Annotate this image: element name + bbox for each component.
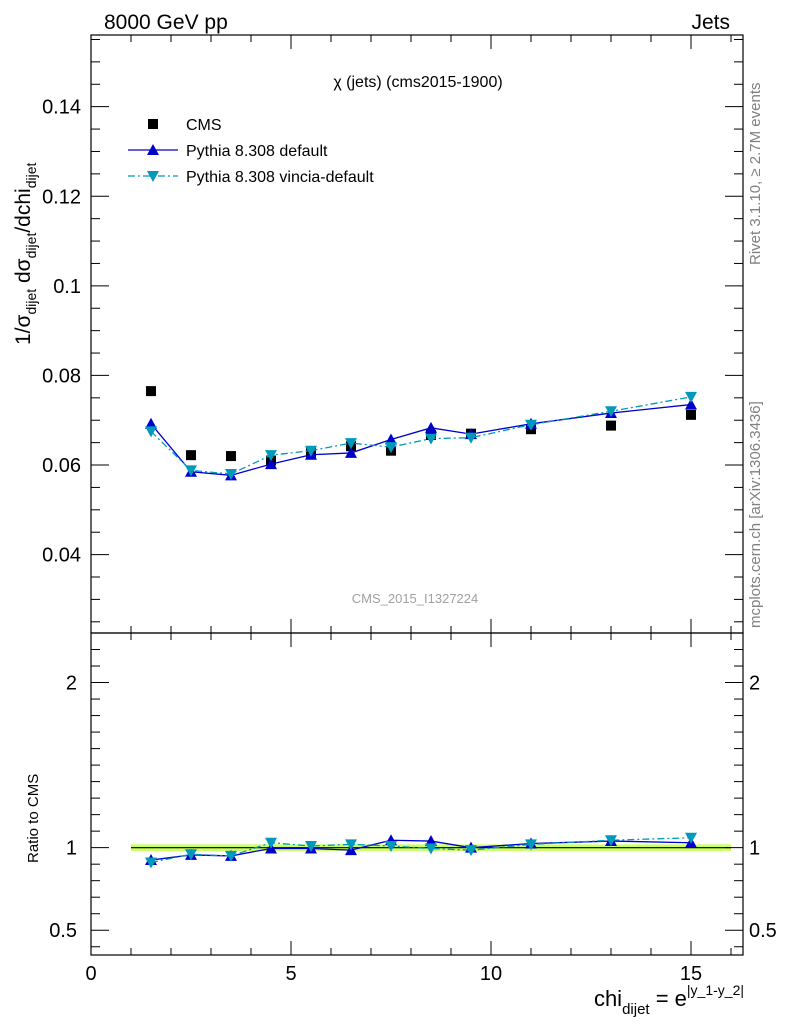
series-2-point bbox=[425, 433, 437, 445]
ratio-y-tick-label: 1 bbox=[66, 838, 77, 860]
ratio-y-tick-label-right: 2 bbox=[749, 673, 760, 695]
ratio-y-tick-label: 2 bbox=[66, 673, 77, 695]
watermark: CMS_2015_I1327224 bbox=[352, 591, 479, 606]
ratio-series-1-point bbox=[145, 857, 157, 869]
ratio-series-1-point bbox=[685, 832, 697, 844]
series-2-point bbox=[685, 391, 697, 403]
series-1-point bbox=[345, 446, 357, 458]
main-ylabel: 1/σdijet dσdijet/dchidijet bbox=[12, 163, 39, 345]
legend-label: CMS bbox=[186, 117, 222, 134]
legend-marker bbox=[147, 171, 159, 182]
x-tick-label: 0 bbox=[85, 963, 96, 985]
ratio-ylabel: Ratio to CMS bbox=[25, 774, 42, 863]
mcplots-label: mcplots.cern.ch [arXiv:1306.3436] bbox=[747, 401, 764, 628]
series-2-point bbox=[145, 426, 157, 438]
series-2-point bbox=[225, 468, 237, 480]
ratio-y-tick-label-right: 1 bbox=[749, 838, 760, 860]
series-2-point bbox=[465, 432, 477, 444]
process-label: Jets bbox=[691, 11, 730, 34]
series-2-point bbox=[345, 438, 357, 450]
main-y-tick-label: 0.1 bbox=[53, 276, 81, 298]
legend-label: Pythia 8.308 default bbox=[186, 143, 328, 160]
ratio-series-1-point bbox=[465, 845, 477, 857]
series-0-point bbox=[606, 420, 616, 431]
x-tick-label: 10 bbox=[480, 963, 502, 985]
ratio-y-tick-label: 0.5 bbox=[49, 920, 77, 942]
ratio-axis-ticks: 0 5 10 15 0.5 0.5 1 1 2 2 bbox=[49, 633, 777, 985]
legend-marker bbox=[147, 144, 159, 155]
series-0-point bbox=[226, 451, 236, 462]
ratio-series-1-point bbox=[605, 835, 617, 847]
main-axis-ticks: 0.04 0.06 0.08 0.1 0.12 0.14 bbox=[42, 35, 743, 633]
ratio-frame-rect bbox=[90, 632, 744, 956]
ratio-series-1-point bbox=[305, 841, 317, 853]
ratio-series-1-point bbox=[385, 841, 397, 853]
x-tick-label: 5 bbox=[285, 963, 296, 985]
legend: CMS Pythia 8.308 default Pythia 8.308 vinc… bbox=[128, 117, 374, 186]
series-2-point bbox=[185, 465, 197, 477]
legend-label: Pythia 8.308 vincia-default bbox=[186, 169, 374, 186]
series-1-point bbox=[425, 421, 437, 433]
legend-marker bbox=[148, 119, 158, 129]
ratio-series-group bbox=[145, 832, 697, 869]
series-0-point bbox=[686, 409, 696, 420]
main-y-tick-label: 0.08 bbox=[42, 365, 81, 387]
main-y-tick-label: 0.14 bbox=[42, 97, 81, 119]
ratio-series-0-point bbox=[425, 835, 437, 847]
series-1-point bbox=[385, 433, 397, 445]
series-2-point bbox=[265, 450, 277, 462]
series-2-line bbox=[150, 396, 692, 475]
main-series-group bbox=[145, 386, 697, 481]
energy-label: 8000 GeV pp bbox=[104, 11, 228, 34]
series-2-point bbox=[525, 419, 537, 431]
ratio-xlabel: chidijet = e|y_1-y_2| bbox=[594, 982, 744, 1018]
ratio-series-1-point bbox=[345, 839, 357, 851]
series-1-line bbox=[150, 403, 692, 476]
svg-text:chidijet = e|y_1-y_2|: chidijet = e|y_1-y_2| bbox=[594, 982, 744, 1018]
ratio-series-1-point bbox=[265, 837, 277, 849]
main-title: χ (jets) (cms2015-1900) bbox=[333, 74, 502, 91]
series-1-point bbox=[265, 458, 277, 470]
main-y-tick-label: 0.06 bbox=[42, 455, 81, 477]
series-2-point bbox=[305, 445, 317, 457]
series-1-point bbox=[685, 398, 697, 410]
series-2-point bbox=[605, 406, 617, 418]
ratio-series-1-point bbox=[225, 850, 237, 862]
main-y-tick-label: 0.04 bbox=[42, 545, 81, 567]
ratio-series-1-point bbox=[425, 843, 437, 855]
series-0-point bbox=[146, 386, 156, 397]
series-2-point bbox=[385, 442, 397, 454]
ratio-series-1-point bbox=[525, 839, 537, 851]
main-y-tick-label: 0.12 bbox=[42, 186, 81, 208]
ratio-series-1-line bbox=[150, 837, 692, 864]
ratio-y-tick-label-right: 0.5 bbox=[749, 920, 777, 942]
rivet-label: Rivet 3.1.10, ≥ 2.7M events bbox=[747, 83, 764, 266]
series-0-point bbox=[186, 450, 196, 461]
series-1-point bbox=[145, 417, 157, 429]
svg-text:1/σdijet dσdijet/dchidijet: 1/σdijet dσdijet/dchidijet bbox=[12, 163, 39, 345]
ratio-series-1-point bbox=[185, 849, 197, 861]
x-tick-label: 15 bbox=[680, 963, 702, 985]
ratio-panel-frame bbox=[90, 632, 744, 956]
